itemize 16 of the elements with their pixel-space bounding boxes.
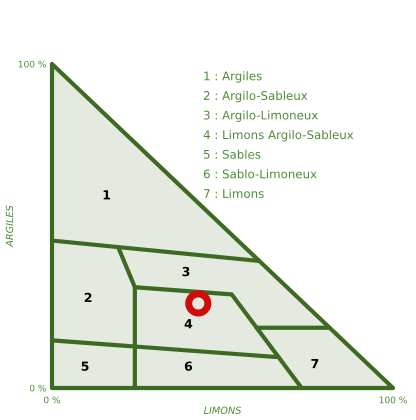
annotation: 5 <box>82 362 89 371</box>
annotation: 4 <box>184 319 192 328</box>
annotation: 7 : Limons <box>204 188 264 198</box>
annotation: 1 <box>104 190 110 200</box>
annotation: 2 <box>84 292 92 302</box>
annotation: 4 : Limons Argilo-Sableux <box>204 130 354 142</box>
annotation: 6 : Sablo-Limoneux <box>204 169 317 178</box>
annotation: 6 <box>184 361 192 371</box>
x-axis-title: LIMONS <box>204 406 242 414</box>
annotation: 2 : Argilo-Sableux <box>204 90 308 102</box>
annotation: 3 : Argilo-Limoneux <box>204 110 318 122</box>
annotation: 7 <box>311 359 318 368</box>
annotation: 5 : Sables <box>204 150 260 159</box>
y-axis-title: ARGILES <box>6 206 14 248</box>
annotation: 1 : Argiles <box>204 71 262 83</box>
annotation: 3 <box>182 266 190 276</box>
